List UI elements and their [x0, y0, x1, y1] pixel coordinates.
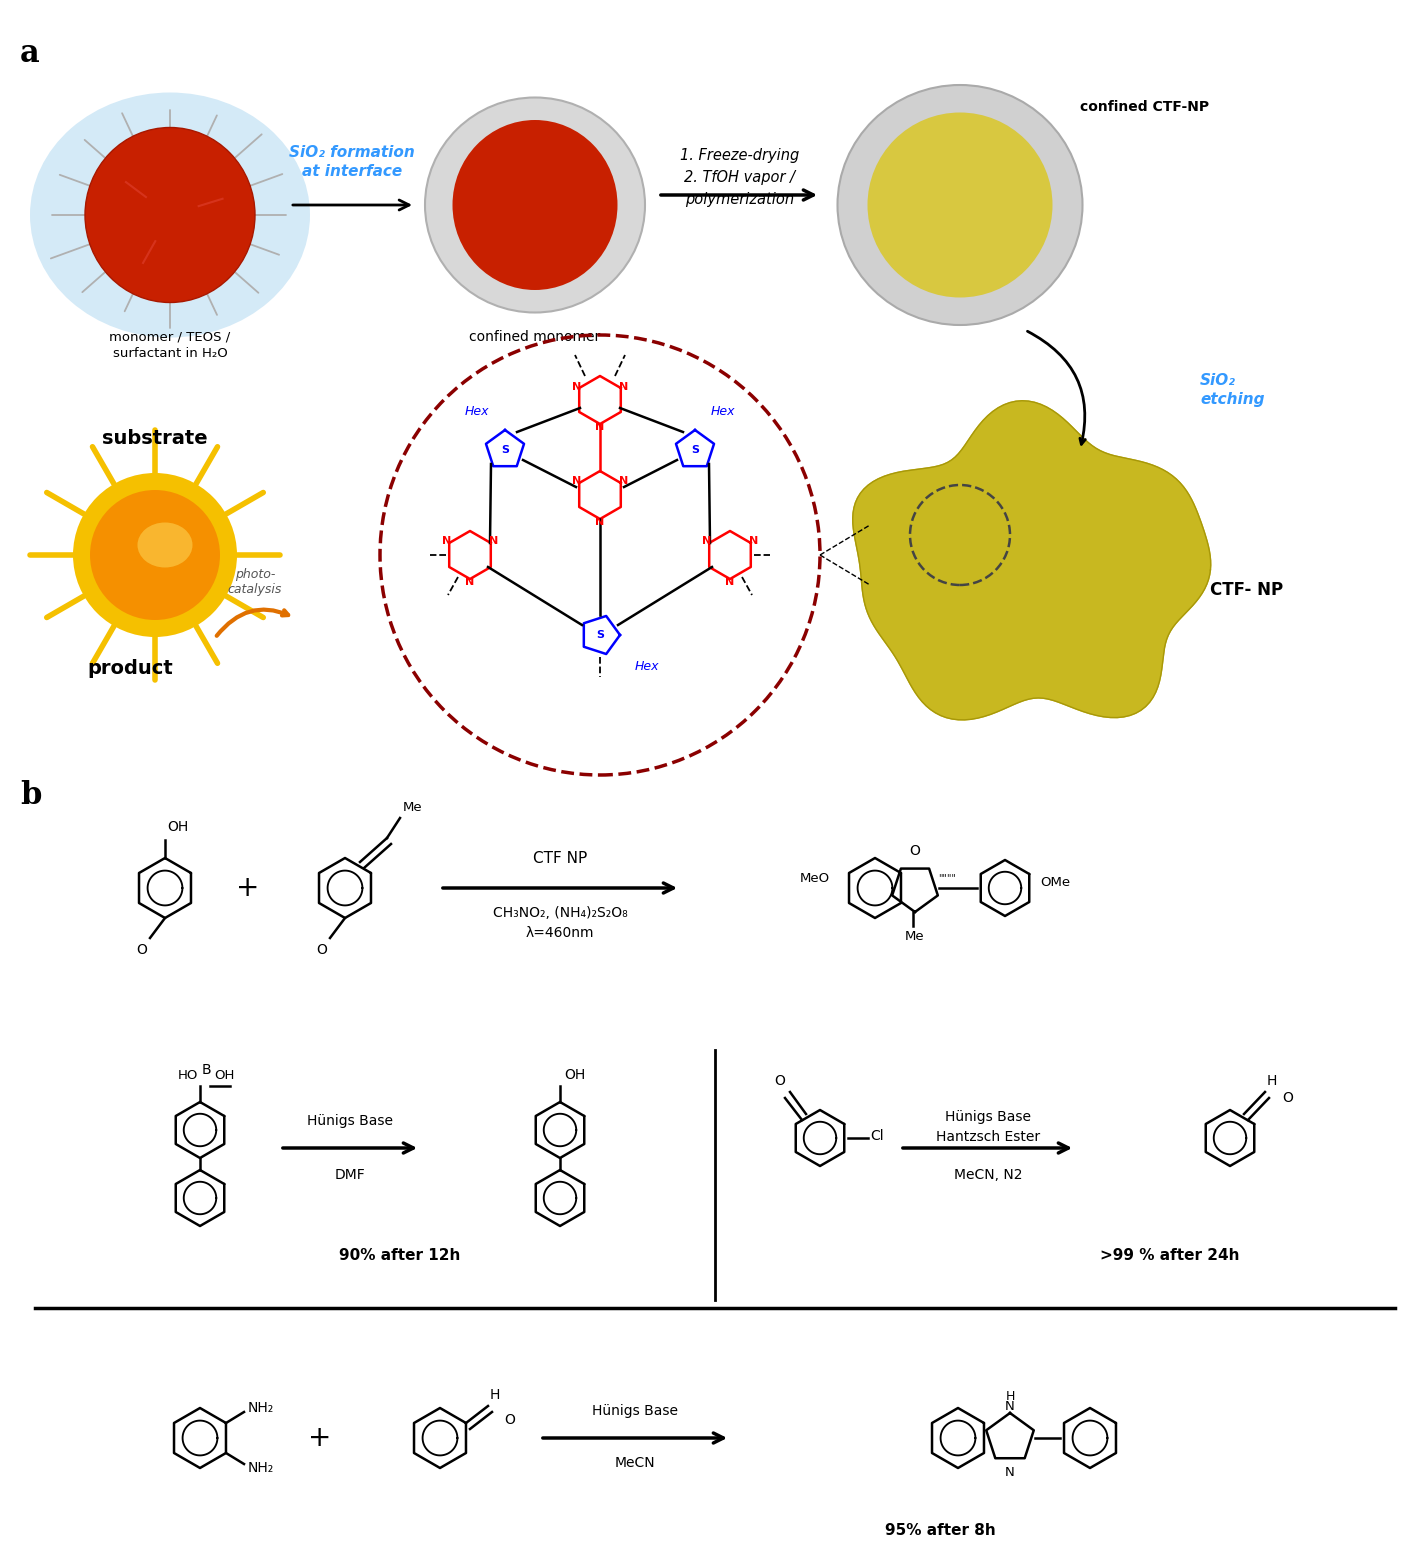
Text: CH₃NO₂, (NH₄)₂S₂O₈: CH₃NO₂, (NH₄)₂S₂O₈ — [492, 906, 627, 920]
Text: CTF NP: CTF NP — [533, 852, 587, 866]
Text: Hünigs Base: Hünigs Base — [944, 1110, 1031, 1124]
Text: DMF: DMF — [335, 1169, 366, 1183]
Text: Me: Me — [403, 800, 423, 814]
Text: O: O — [774, 1074, 786, 1088]
Text: H: H — [491, 1388, 501, 1402]
Ellipse shape — [452, 120, 617, 291]
Ellipse shape — [138, 522, 193, 567]
Polygon shape — [852, 401, 1211, 720]
Text: N: N — [726, 577, 735, 587]
Text: O: O — [316, 943, 328, 957]
Text: O: O — [1282, 1091, 1293, 1105]
Text: HO: HO — [177, 1069, 199, 1082]
Text: Hex: Hex — [710, 406, 736, 418]
Text: H: H — [1005, 1389, 1015, 1403]
Text: N: N — [442, 536, 451, 547]
Text: O: O — [136, 943, 147, 957]
Text: NH₂: NH₂ — [248, 1461, 274, 1475]
Text: Hünigs Base: Hünigs Base — [591, 1403, 678, 1417]
Text: 90% after 12h: 90% after 12h — [339, 1248, 461, 1263]
Text: MeCN, N2: MeCN, N2 — [954, 1169, 1022, 1183]
Text: monomer / TEOS /
surfactant in H₂O: monomer / TEOS / surfactant in H₂O — [109, 329, 231, 361]
Text: SiO₂ formation
at interface: SiO₂ formation at interface — [289, 145, 415, 179]
Text: """": """" — [937, 873, 956, 883]
Text: +: + — [237, 873, 259, 901]
Text: Hex: Hex — [635, 660, 659, 673]
Text: MeO: MeO — [800, 872, 830, 884]
Text: CTF- NP: CTF- NP — [1210, 581, 1283, 598]
Text: +: + — [308, 1423, 332, 1451]
Text: Cl: Cl — [871, 1130, 883, 1144]
Text: N: N — [489, 536, 498, 547]
Text: MeCN: MeCN — [614, 1456, 655, 1470]
Text: B: B — [201, 1063, 211, 1077]
Text: confined monomer: confined monomer — [469, 329, 601, 343]
Text: S: S — [596, 629, 604, 640]
Text: substrate: substrate — [102, 429, 208, 448]
Text: O: O — [909, 844, 920, 858]
Text: O: O — [503, 1413, 515, 1427]
Text: N: N — [702, 536, 712, 547]
Text: OH: OH — [214, 1069, 234, 1082]
Text: N: N — [596, 517, 604, 527]
Text: N: N — [1005, 1465, 1015, 1479]
Ellipse shape — [838, 85, 1082, 325]
Text: 2. TfOH vapor /: 2. TfOH vapor / — [685, 169, 795, 185]
Text: 95% after 8h: 95% after 8h — [885, 1523, 995, 1538]
Text: Hex: Hex — [465, 406, 489, 418]
Text: H: H — [1268, 1074, 1278, 1088]
Text: S: S — [501, 444, 509, 455]
Text: NH₂: NH₂ — [248, 1402, 274, 1416]
Text: confined CTF-NP: confined CTF-NP — [1081, 99, 1210, 113]
Text: a: a — [20, 37, 40, 68]
Ellipse shape — [30, 93, 311, 337]
Text: λ=460nm: λ=460nm — [526, 926, 594, 940]
Text: >99 % after 24h: >99 % after 24h — [1100, 1248, 1239, 1263]
Text: Me: Me — [905, 929, 925, 943]
Text: N: N — [749, 536, 759, 547]
Text: OH: OH — [564, 1068, 586, 1082]
Text: N: N — [618, 381, 628, 392]
Text: SiO₂
etching: SiO₂ etching — [1200, 373, 1265, 407]
Text: 1. Freeze-drying: 1. Freeze-drying — [681, 148, 800, 163]
Text: N: N — [465, 577, 475, 587]
Text: Hünigs Base: Hünigs Base — [308, 1114, 393, 1128]
Text: N: N — [571, 381, 581, 392]
Text: OMe: OMe — [1039, 876, 1071, 889]
Circle shape — [72, 472, 237, 637]
Text: N: N — [1005, 1400, 1015, 1413]
Text: photo-
catalysis: photo- catalysis — [228, 569, 282, 597]
Text: Hantzsch Ester: Hantzsch Ester — [936, 1130, 1039, 1144]
Ellipse shape — [85, 127, 255, 303]
Text: b: b — [20, 780, 41, 811]
Text: N: N — [571, 477, 581, 486]
Text: OH: OH — [167, 821, 189, 834]
Text: N: N — [596, 423, 604, 432]
Text: product: product — [86, 659, 173, 678]
Text: N: N — [618, 477, 628, 486]
Circle shape — [89, 490, 220, 620]
Text: S: S — [691, 444, 699, 455]
Ellipse shape — [425, 98, 645, 312]
Text: polymerization: polymerization — [685, 193, 794, 207]
Ellipse shape — [868, 112, 1052, 297]
